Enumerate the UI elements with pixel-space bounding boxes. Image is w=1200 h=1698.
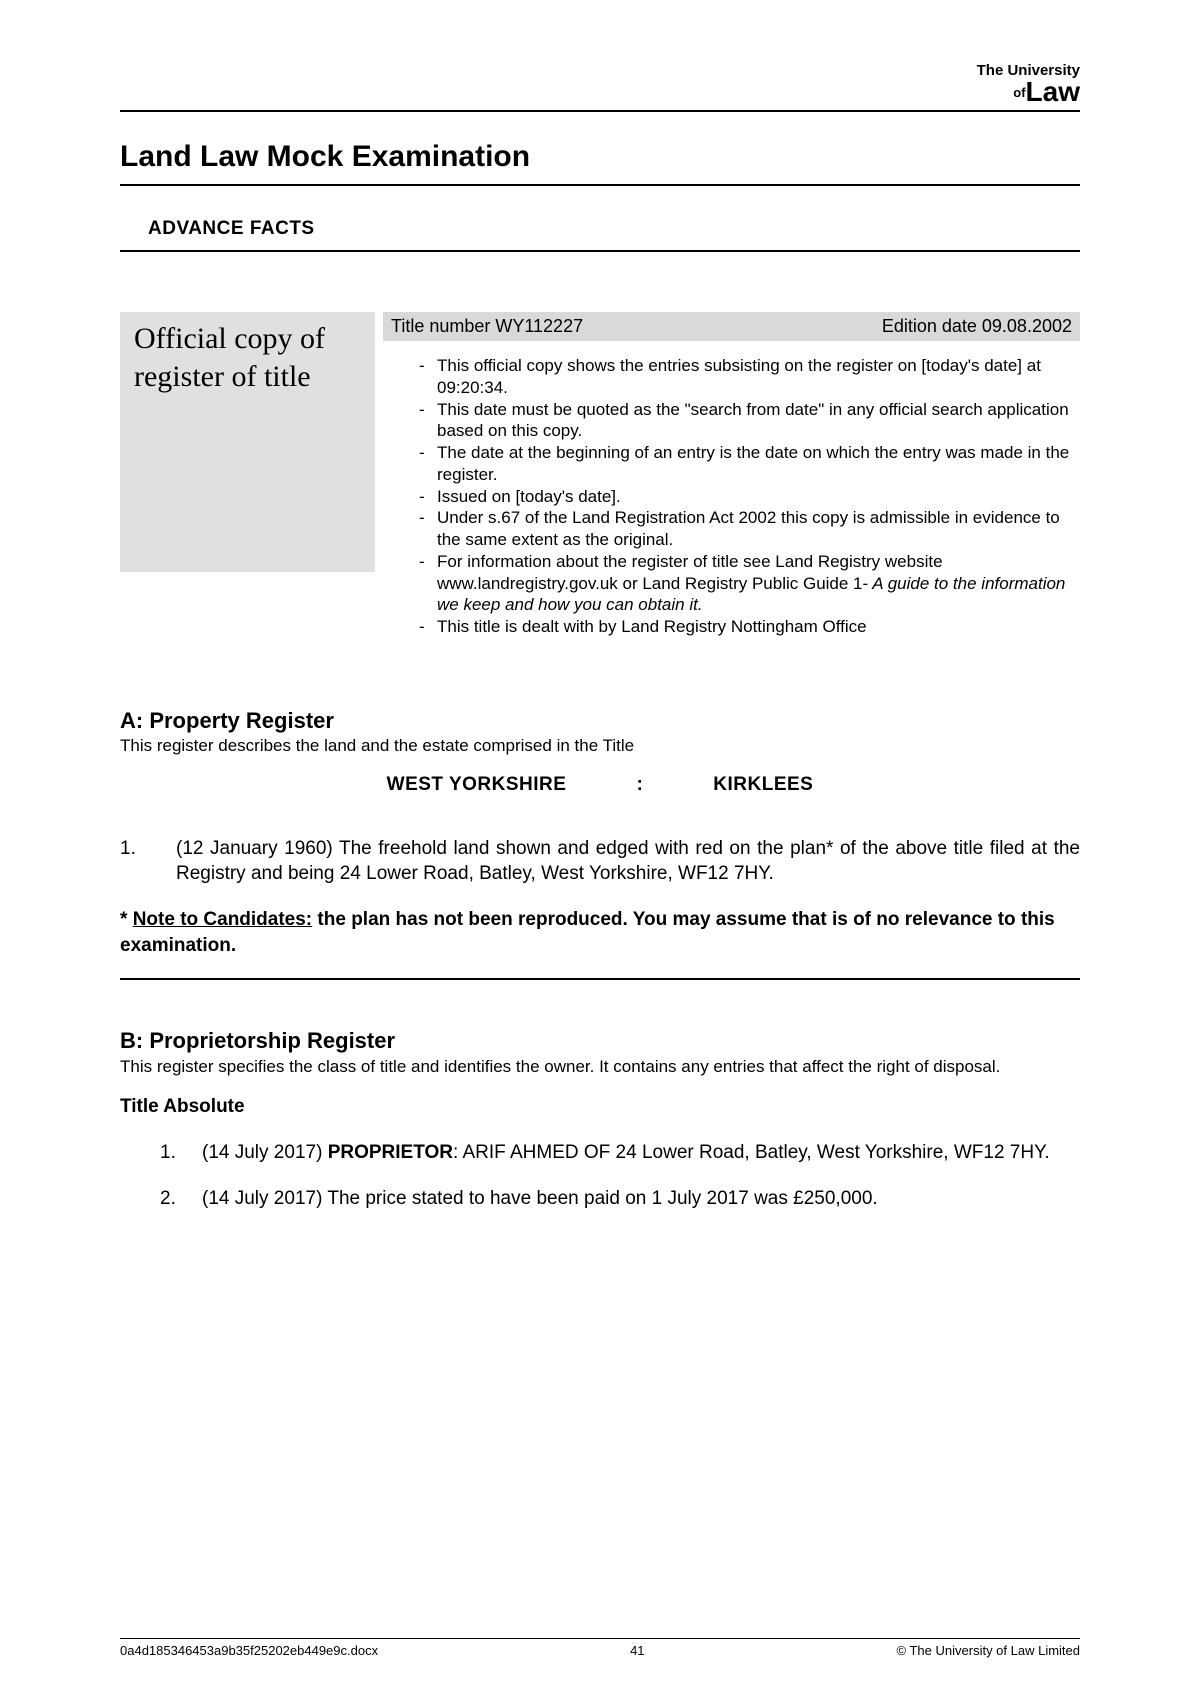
official-notes-list: This official copy shows the entries sub…: [383, 355, 1080, 638]
official-note: Under s.67 of the Land Registration Act …: [419, 507, 1080, 551]
university-logo: The University ofLaw: [977, 60, 1080, 106]
section-b-sub: This register specifies the class of tit…: [120, 1056, 1080, 1078]
official-copy-left: Official copy of register of title: [120, 312, 375, 572]
county-district-line: WEST YORKSHIRE:KIRKLEES: [120, 774, 1080, 796]
entry-number: 1.: [120, 836, 176, 887]
candidate-note: * Note to Candidates: the plan has not b…: [120, 907, 1080, 958]
entry-text: (12 January 1960) The freehold land show…: [176, 836, 1080, 887]
official-copy-block: Official copy of register of title Title…: [120, 312, 1080, 638]
advance-rule: [120, 250, 1080, 252]
official-note: For information about the register of ti…: [419, 551, 1080, 616]
title-number: Title number WY112227: [391, 316, 882, 337]
official-copy-right: Title number WY112227 Edition date 09.08…: [375, 312, 1080, 638]
official-note: Issued on [today's date].: [419, 486, 1080, 508]
district: KIRKLEES: [713, 774, 813, 795]
official-note: This official copy shows the entries sub…: [419, 355, 1080, 399]
official-note: This title is dealt with by Land Registr…: [419, 616, 1080, 638]
entry-text: (14 July 2017) PROPRIETOR: ARIF AHMED OF…: [202, 1140, 1080, 1166]
footer-page-number: 41: [630, 1643, 644, 1658]
proprietor-entry-2: 2. (14 July 2017) The price stated to ha…: [120, 1186, 1080, 1212]
advance-facts-heading: ADVANCE FACTS: [148, 218, 1080, 240]
title-rule: [120, 184, 1080, 186]
page-title: Land Law Mock Examination: [120, 140, 1080, 174]
section-a: A: Property Register This register descr…: [120, 708, 1080, 959]
edition-date: Edition date 09.08.2002: [882, 316, 1072, 337]
county: WEST YORKSHIRE: [387, 774, 567, 795]
official-note: This date must be quoted as the "search …: [419, 399, 1080, 443]
footer-copyright: © The University of Law Limited: [897, 1643, 1080, 1658]
proprietor-entry-1: 1. (14 July 2017) PROPRIETOR: ARIF AHMED…: [120, 1140, 1080, 1166]
section-a-sub: This register describes the land and the…: [120, 736, 1080, 756]
title-absolute: Title Absolute: [120, 1096, 1080, 1118]
entry-number: 2.: [160, 1186, 202, 1212]
logo-text-of: of: [1013, 86, 1025, 99]
candidate-note-label: Note to Candidates:: [133, 909, 312, 930]
title-number-bar: Title number WY112227 Edition date 09.08…: [383, 312, 1080, 341]
entry-text: (14 July 2017) The price stated to have …: [202, 1186, 1080, 1212]
entry-number: 1.: [160, 1140, 202, 1166]
official-note: The date at the beginning of an entry is…: [419, 442, 1080, 486]
section-divider: [120, 978, 1080, 980]
property-entry-1: 1. (12 January 1960) The freehold land s…: [120, 836, 1080, 887]
section-b-heading: B: Proprietorship Register: [120, 1028, 1080, 1054]
page-footer: 0a4d185346453a9b35f25202eb449e9c.docx 41…: [120, 1638, 1080, 1658]
section-b: B: Proprietorship Register This register…: [120, 1028, 1080, 1211]
section-a-heading: A: Property Register: [120, 708, 1080, 734]
logo-text-big: Law: [1026, 78, 1080, 106]
footer-filename: 0a4d185346453a9b35f25202eb449e9c.docx: [120, 1643, 378, 1658]
top-rule: [120, 110, 1080, 112]
